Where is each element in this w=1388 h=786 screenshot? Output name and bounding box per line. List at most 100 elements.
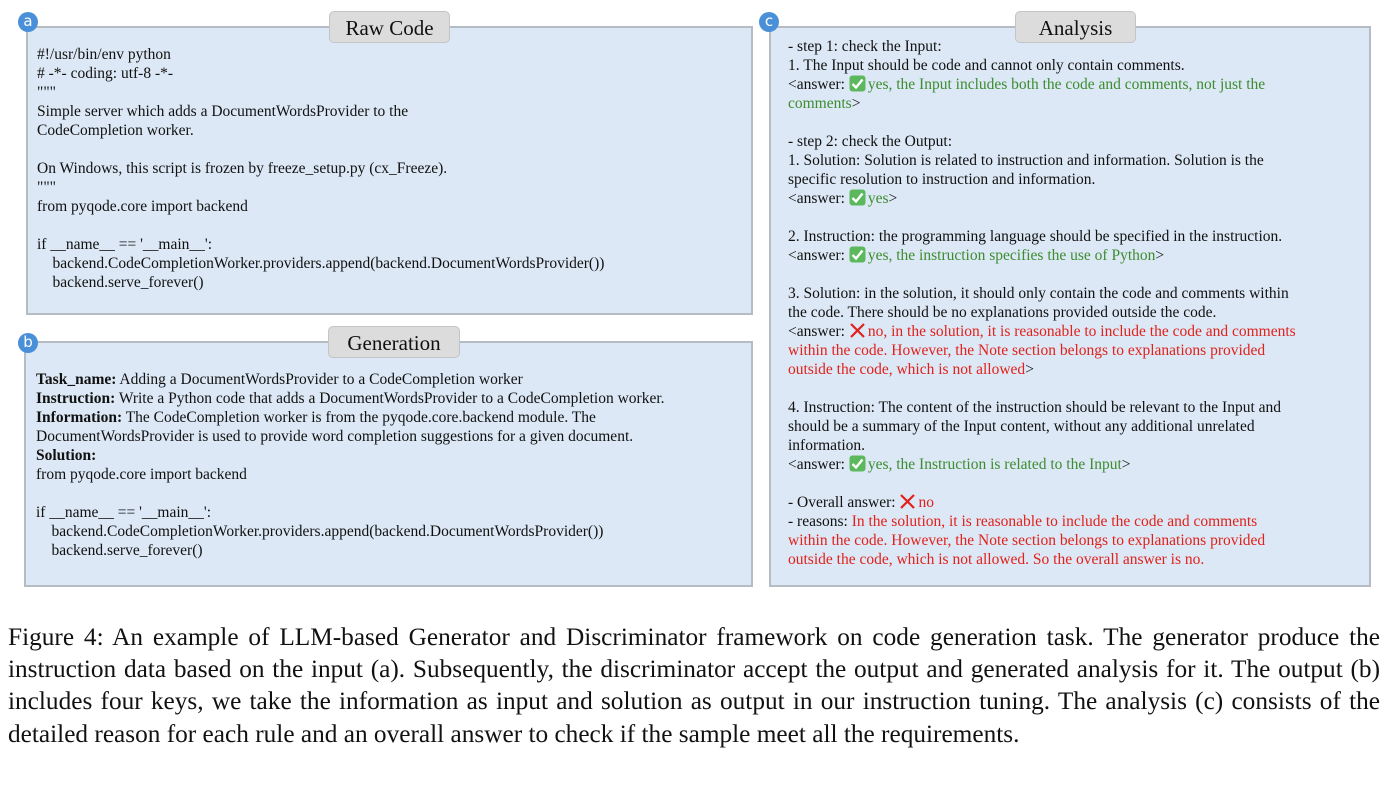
text-line: """ — [37, 83, 604, 102]
text-segment: > — [888, 190, 898, 207]
text-line: backend.CodeCompletionWorker.providers.a… — [36, 522, 665, 541]
text-line: backend.serve_forever() — [37, 273, 604, 292]
text-line: specific resolution to instruction and i… — [788, 170, 1296, 189]
cross-icon — [900, 494, 916, 509]
text-segment: 2. Instruction: the programming language… — [788, 228, 1283, 245]
text-segment: #!/usr/bin/env python — [37, 46, 171, 63]
text-line: - reasons: In the solution, it is reason… — [788, 512, 1296, 531]
text-segment: <answer: — [788, 190, 849, 207]
text-line: #!/usr/bin/env python — [37, 45, 604, 64]
text-segment: > — [851, 95, 861, 112]
text-segment: the code. There should be no explanation… — [788, 304, 1217, 321]
text-line: <answer: yes, the Input includes both th… — [788, 75, 1296, 94]
text-segment: - step 2: check the Output: — [788, 133, 952, 150]
text-line: Solution: — [36, 446, 665, 465]
text-line: - Overall answer: no — [788, 493, 1296, 512]
text-segment: > — [1025, 361, 1034, 378]
text-segment: specific resolution to instruction and i… — [788, 171, 1096, 188]
panel-badge: c — [759, 12, 779, 32]
text-segment: yes, the Instruction is related to the I… — [867, 456, 1122, 473]
paragraph: On Windows, this script is frozen by fre… — [37, 159, 604, 216]
text-segment: The CodeCompletion worker is from the py… — [122, 409, 596, 426]
panel-badge: a — [18, 12, 38, 32]
paragraph: - Overall answer: no - reasons: In the so… — [788, 493, 1296, 569]
text-segment: from pyqode.core import backend — [36, 466, 247, 483]
text-line: <answer: no, in the solution, it is reas… — [788, 322, 1296, 341]
text-segment: if __name__ == '__main__': — [37, 236, 213, 253]
text-segment: outside the code, which is not allowed. … — [788, 551, 1205, 568]
text-segment: 1. Solution: Solution is related to inst… — [788, 152, 1264, 169]
panel-title: Raw Code — [329, 11, 450, 43]
text-segment: Task_name: — [36, 371, 117, 388]
check-icon — [849, 189, 866, 206]
paragraph: 3. Solution: in the solution, it should … — [788, 284, 1296, 379]
text-segment: no, in the solution, it is reasonable to… — [867, 323, 1296, 340]
text-segment: Solution: — [36, 447, 97, 464]
text-segment: backend.serve_forever() — [37, 274, 204, 291]
panel-text: - step 1: check the Input: 1. The Input s… — [788, 37, 1296, 588]
text-line: Instruction: Write a Python code that ad… — [36, 389, 665, 408]
paragraph: if __name__ == '__main__': backend.CodeC… — [37, 235, 604, 292]
panel — [26, 26, 753, 315]
text-line: the code. There should be no explanation… — [788, 303, 1296, 322]
text-segment: yes — [867, 190, 889, 207]
text-segment: <answer: — [788, 247, 849, 264]
text-segment: backend.CodeCompletionWorker.providers.a… — [36, 523, 604, 540]
panel-text: #!/usr/bin/env python # -*- coding: utf-8… — [37, 45, 604, 311]
figure-caption: Figure 4: An example of LLM-based Genera… — [8, 623, 1380, 748]
text-line: # -*- coding: utf-8 -*- — [37, 64, 604, 83]
text-segment: 4. Instruction: The content of the instr… — [788, 399, 1282, 416]
panel-badge: b — [18, 333, 38, 353]
text-segment: > — [1155, 247, 1165, 264]
paragraph: 4. Instruction: The content of the instr… — [788, 398, 1296, 474]
text-segment: 3. Solution: in the solution, it should … — [788, 285, 1289, 302]
text-line: within the code. However, the Note secti… — [788, 341, 1296, 360]
text-line: """ — [37, 178, 604, 197]
text-segment: In the solution, it is reasonable to inc… — [851, 513, 1258, 530]
text-segment: from pyqode.core import backend — [37, 198, 248, 215]
text-segment: - Overall answer: — [788, 494, 900, 511]
paragraph: - step 2: check the Output: 1. Solution: … — [788, 132, 1296, 208]
text-segment: CodeCompletion worker. — [37, 122, 194, 139]
text-segment: <answer: — [788, 456, 849, 473]
text-segment: Information: — [36, 409, 123, 426]
text-line: outside the code, which is not allowed. … — [788, 550, 1296, 569]
text-segment: no — [918, 494, 934, 511]
text-segment: Adding a DocumentWordsProvider to a Code… — [116, 371, 523, 388]
text-segment: yes, the instruction specifies the use o… — [867, 247, 1156, 264]
text-line: CodeCompletion worker. — [37, 121, 604, 140]
text-line: comments> — [788, 94, 1296, 113]
text-segment: <answer: — [788, 76, 849, 93]
paragraph: if __name__ == '__main__': backend.CodeC… — [36, 503, 665, 560]
panel — [769, 26, 1371, 587]
text-segment: should be a summary of the Input content… — [788, 418, 1255, 435]
text-segment: if __name__ == '__main__': — [36, 504, 212, 521]
paragraph: - step 1: check the Input: 1. The Input s… — [788, 37, 1296, 113]
text-segment: yes, the Input includes both the code an… — [867, 76, 1266, 93]
text-segment: Write a Python code that adds a Document… — [115, 390, 665, 407]
text-line: <answer: yes, the instruction specifies … — [788, 246, 1296, 265]
text-segment: On Windows, this script is frozen by fre… — [37, 160, 448, 177]
check-icon — [849, 75, 866, 92]
text-line: 1. The Input should be code and cannot o… — [788, 56, 1296, 75]
text-segment: Instruction: — [36, 390, 116, 407]
text-line: On Windows, this script is frozen by fre… — [37, 159, 604, 178]
text-line: 2. Instruction: the programming language… — [788, 227, 1296, 246]
text-segment: backend.CodeCompletionWorker.providers.a… — [37, 255, 605, 272]
text-segment: 1. The Input should be code and cannot o… — [788, 57, 1185, 74]
text-segment: # -*- coding: utf-8 -*- — [37, 65, 174, 82]
text-segment: within the code. However, the Note secti… — [788, 342, 1266, 359]
text-line: if __name__ == '__main__': — [37, 235, 604, 254]
text-segment: outside the code, which is not allowed — [788, 361, 1026, 378]
text-line: Simple server which adds a DocumentWords… — [37, 102, 604, 121]
text-line: information. — [788, 436, 1296, 455]
paragraph: #!/usr/bin/env python # -*- coding: utf-8… — [37, 45, 604, 140]
text-segment: within the code. However, the Note secti… — [788, 532, 1266, 549]
text-line: 1. Solution: Solution is related to inst… — [788, 151, 1296, 170]
text-segment: Simple server which adds a DocumentWords… — [37, 103, 409, 120]
text-segment: """ — [37, 179, 56, 196]
text-segment: comments — [788, 95, 852, 112]
text-line: within the code. However, the Note secti… — [788, 531, 1296, 550]
text-line: from pyqode.core import backend — [37, 197, 604, 216]
text-line: 4. Instruction: The content of the instr… — [788, 398, 1296, 417]
